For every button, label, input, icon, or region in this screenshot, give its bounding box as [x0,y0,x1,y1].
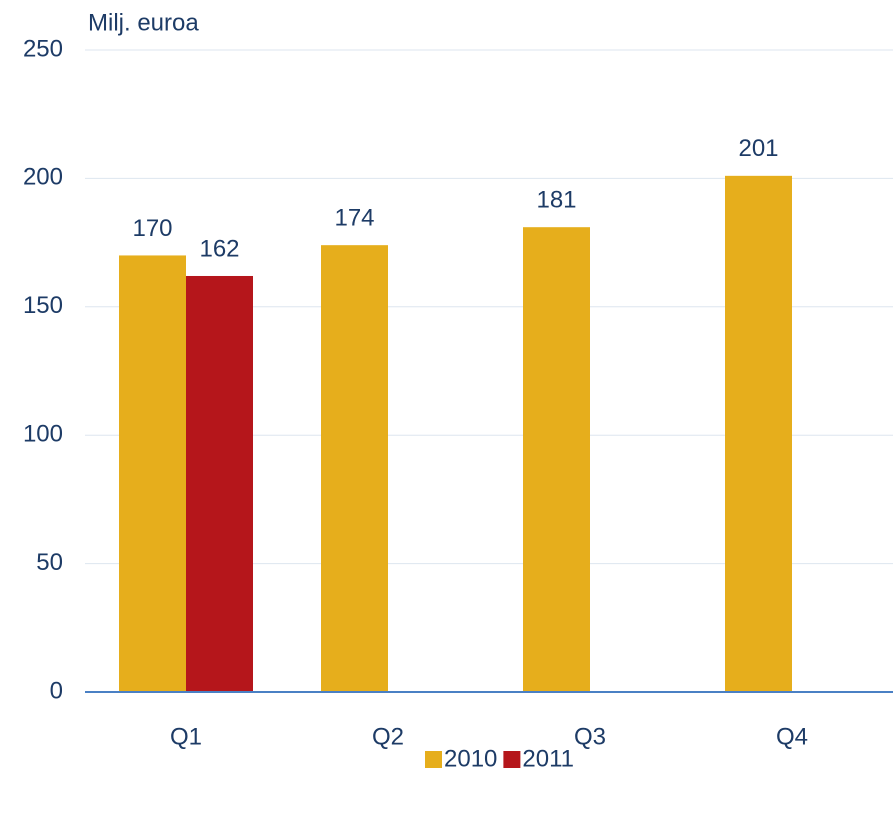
bar [725,175,792,692]
legend-swatch [503,751,521,768]
y-tick-label: 200 [23,164,63,191]
bar [186,275,253,692]
value-label: 170 [132,215,172,242]
legend-swatch [425,751,442,768]
bar [119,255,186,692]
legend-label: 2011 [522,745,574,772]
x-tick-label: Q3 [574,723,606,750]
y-tick-label: 250 [23,35,63,62]
value-label: 201 [738,135,778,162]
x-tick-label: Q1 [170,723,202,750]
y-axis-label: Milj. euroa [88,9,199,36]
value-label: 181 [536,187,576,214]
legend-label: 2010 [444,745,497,772]
bar [523,227,590,692]
y-tick-label: 150 [23,292,63,319]
bar [321,245,388,692]
y-tick-label: 100 [23,421,63,448]
value-label: 174 [334,205,374,232]
y-tick-label: 0 [50,677,63,704]
x-tick-label: Q4 [776,723,808,750]
value-label: 162 [199,235,239,262]
y-tick-label: 50 [36,549,63,576]
x-tick-label: Q2 [372,723,404,750]
